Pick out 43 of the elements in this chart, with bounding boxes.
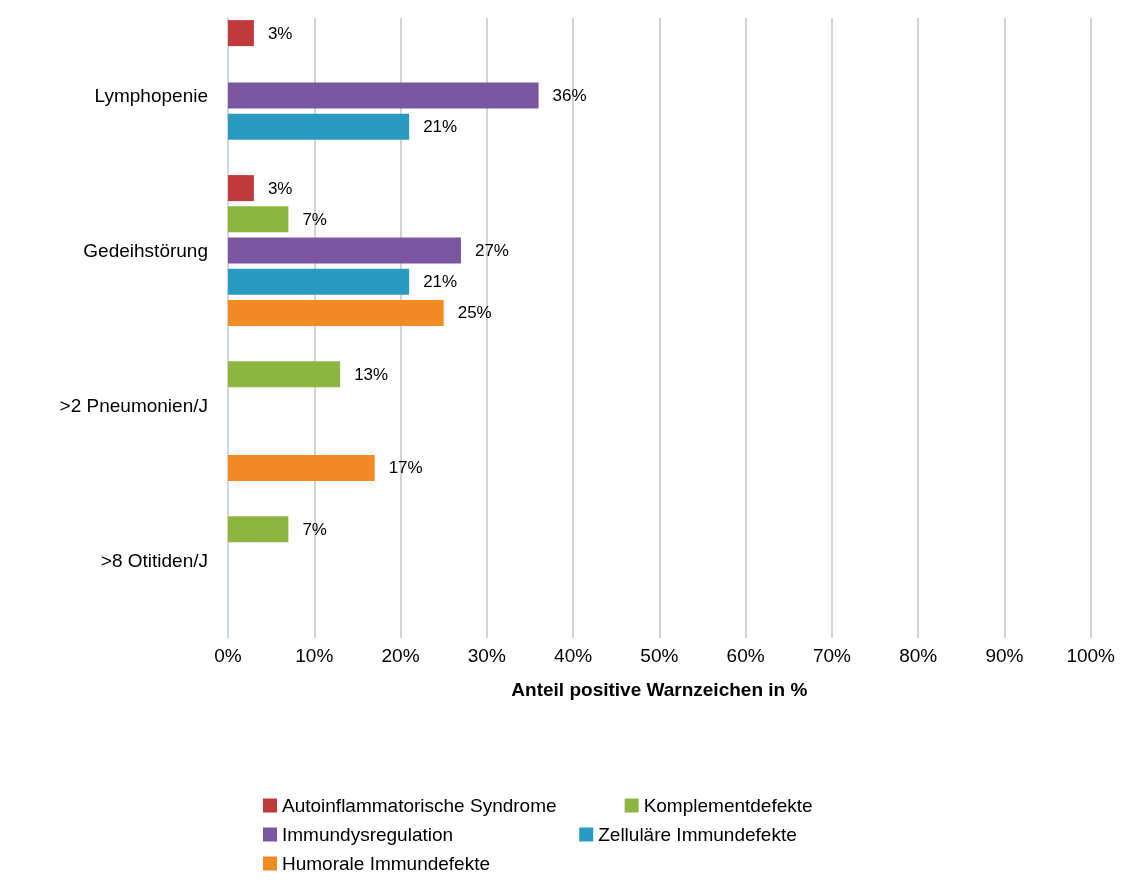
bar [228,361,341,388]
bar [228,237,461,264]
bar [228,206,289,233]
legend-label: Komplementdefekte [643,795,935,816]
data-label: 3% [267,178,293,198]
data-label: 27% [474,241,509,260]
x-tick-label: 90% [985,645,1024,666]
data-label: 3% [267,23,293,43]
x-tick-label: 30% [467,645,506,666]
data-label: 7% [302,209,327,229]
bar [228,82,539,109]
bar [228,268,410,295]
data-label: 21% [423,117,458,137]
x-tick-label: 80% [899,645,938,666]
x-tick-label: 70% [812,645,852,666]
x-tick-label: 20% [381,645,420,666]
y-tick-label: >8 Otitiden/J [100,550,208,571]
bar [228,175,254,202]
data-label: 13% [354,364,389,384]
data-label: 7% [302,519,327,539]
x-tick-label: 50% [640,645,679,666]
x-axis-title: Anteil positive Warnzeichen in % [511,679,808,700]
data-label: 17% [388,458,423,478]
legend-label: Zelluläre Immundefekte [598,824,892,845]
x-tick-label: 0% [214,645,242,666]
x-tick-label: 100% [1066,645,1116,666]
legend-label: Humorale Immundefekte [282,853,591,874]
x-tick-label: 40% [554,645,593,666]
bar [228,454,375,481]
bar [228,113,410,140]
x-tick-label: 10% [295,645,334,666]
data-label: 36% [552,86,587,105]
bar [228,516,289,543]
bar [228,20,254,47]
legend-label: Immundysregulation [282,824,570,845]
data-label: 25% [457,303,492,323]
data-label: 21% [423,272,458,292]
y-tick-label: Gedeihstörung [83,240,208,261]
bar [228,299,444,326]
x-tick-label: 60% [726,645,765,666]
y-tick-label: >2 Pneumonien/J [59,395,208,416]
legend-label: Autoinflammatorische Syndrome [282,795,615,816]
y-tick-label: Lymphopenie [94,85,208,106]
